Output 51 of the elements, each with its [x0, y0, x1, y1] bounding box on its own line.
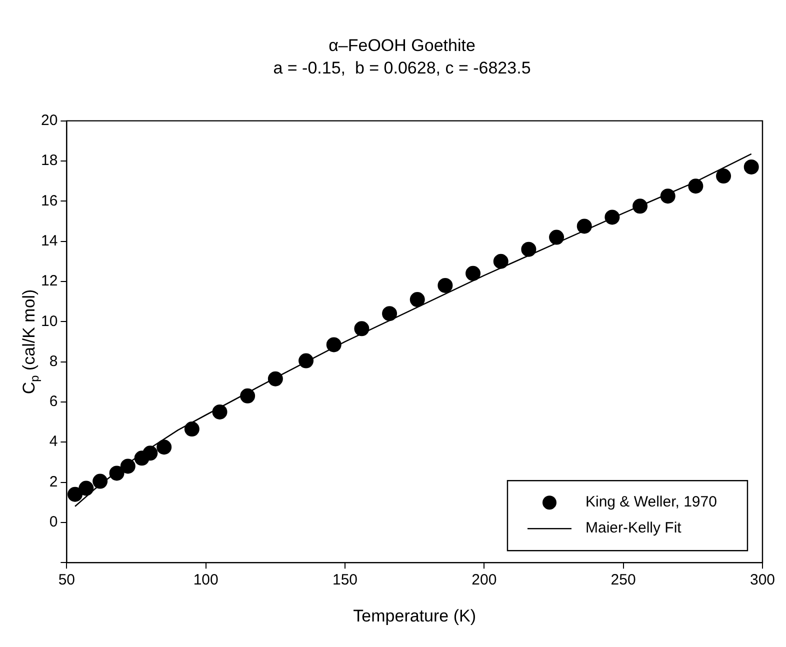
y-tick-label: 12: [40, 272, 58, 290]
point: [549, 230, 564, 245]
y-tick-label: 18: [40, 152, 58, 170]
legend-label: King & Weller, 1970: [585, 494, 717, 511]
y-tick-label: 8: [49, 352, 58, 370]
chart-subtitle: a = -0.15, b = 0.0628, c = -6823.5: [273, 58, 531, 78]
point: [521, 242, 536, 257]
y-axis-title: Cp (cal/K mol): [20, 289, 42, 394]
y-tick-label: 16: [40, 192, 58, 210]
point: [660, 188, 676, 204]
x-tick-label: 50: [58, 572, 76, 589]
point: [156, 440, 172, 455]
y-tick-label: 2: [49, 473, 58, 490]
y-tick-label: 6: [49, 393, 58, 410]
point: [410, 292, 425, 308]
point: [688, 178, 704, 194]
point: [632, 198, 648, 214]
point: [298, 353, 314, 368]
point: [212, 404, 228, 420]
point: [142, 446, 158, 461]
point: [466, 266, 481, 281]
point: [744, 159, 759, 174]
x-tick-label: 200: [472, 572, 497, 589]
point: [354, 321, 370, 336]
point: [326, 337, 342, 352]
x-axis-title: Temperature (K): [353, 606, 476, 626]
y-tick-label: 20: [40, 112, 58, 129]
point: [382, 306, 398, 322]
point: [184, 422, 200, 437]
point: [576, 218, 592, 234]
point: [68, 486, 83, 502]
point: [493, 254, 508, 269]
x-tick-label: 300: [750, 572, 775, 589]
point: [92, 474, 108, 489]
y-tick-label: 14: [40, 232, 58, 250]
point: [716, 168, 732, 184]
point: [268, 371, 283, 386]
point: [240, 388, 256, 404]
y-tick-label: 10: [40, 312, 58, 330]
point: [604, 210, 620, 225]
point: [438, 278, 453, 293]
x-tick-label: 150: [332, 572, 358, 589]
point: [120, 458, 136, 474]
y-tick-label: 0: [49, 514, 58, 531]
y-tick-label: 4: [49, 433, 58, 450]
point: [109, 466, 124, 481]
chart-title: α–FeOOH Goethite: [328, 36, 476, 55]
x-tick-label: 100: [193, 572, 218, 589]
point: [78, 480, 94, 496]
legend-label: Maier-Kelly Fit: [585, 520, 682, 537]
x-tick-label: 250: [610, 572, 636, 589]
